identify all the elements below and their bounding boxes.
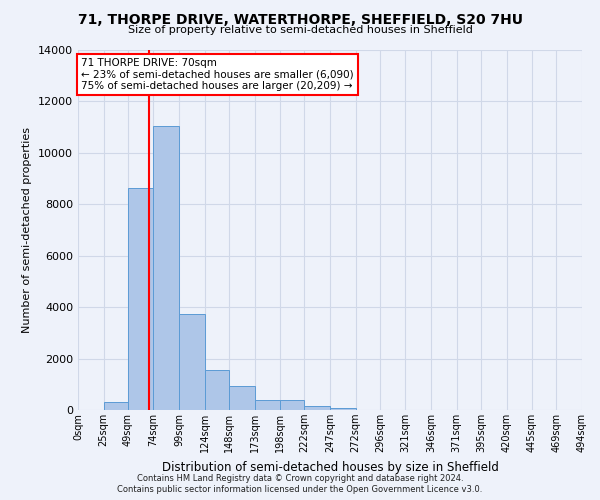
Bar [154, 126, 179, 410]
Bar [280, 400, 304, 410]
Text: 71 THORPE DRIVE: 70sqm
← 23% of semi-detached houses are smaller (6,090)
75% of : 71 THORPE DRIVE: 70sqm ← 23% of semi-det… [81, 58, 353, 91]
Bar [330, 408, 356, 410]
Bar [229, 386, 254, 410]
Bar [254, 400, 280, 410]
Bar [205, 370, 229, 410]
X-axis label: Distribution of semi-detached houses by size in Sheffield: Distribution of semi-detached houses by … [161, 460, 499, 473]
Text: Size of property relative to semi-detached houses in Sheffield: Size of property relative to semi-detach… [128, 25, 472, 35]
Bar [304, 406, 330, 410]
Bar [128, 188, 154, 410]
Bar [179, 314, 205, 410]
Bar [104, 402, 128, 410]
Y-axis label: Number of semi-detached properties: Number of semi-detached properties [22, 127, 32, 333]
Text: 71, THORPE DRIVE, WATERTHORPE, SHEFFIELD, S20 7HU: 71, THORPE DRIVE, WATERTHORPE, SHEFFIELD… [77, 12, 523, 26]
Text: Contains HM Land Registry data © Crown copyright and database right 2024.
Contai: Contains HM Land Registry data © Crown c… [118, 474, 482, 494]
